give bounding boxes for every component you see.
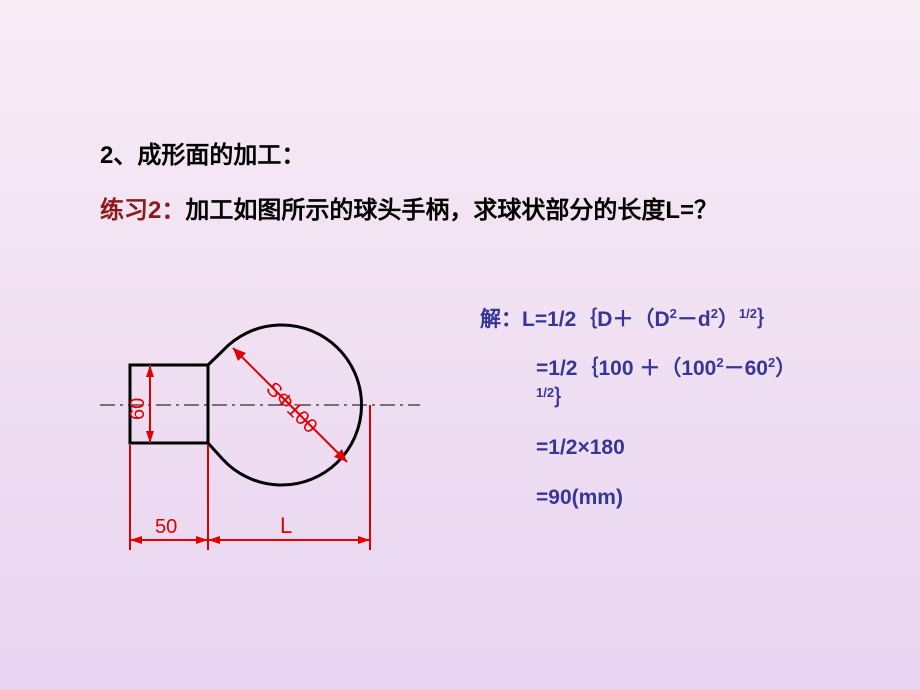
dim-length-text: L bbox=[280, 513, 292, 538]
dim-height-text: 60 bbox=[127, 398, 149, 420]
solution-line-1: 解：L=1/2｛D＋（D2－d2）1/2｝ bbox=[480, 305, 820, 334]
dim-width-text: 50 bbox=[155, 516, 177, 538]
solution-line-3: =1/2×180 bbox=[480, 433, 820, 462]
exercise-label: 练习2： bbox=[100, 197, 185, 224]
junction-bottom bbox=[208, 443, 223, 459]
main-area: 60 SΦ100 bbox=[100, 285, 820, 575]
exercise-text: 加工如图所示的球头手柄，求球状部分的长度L=？ bbox=[185, 197, 718, 224]
solution-line-4: =90(mm) bbox=[480, 483, 820, 512]
solution-block: 解：L=1/2｛D＋（D2－d2）1/2｝ =1/2｛100 ＋（1002－60… bbox=[440, 285, 820, 575]
solution-line-2: =1/2｛100 ＋（1002－602）1/2｝ bbox=[480, 354, 820, 413]
slide-content: 2、成形面的加工： 练习2：加工如图所示的球头手柄，求球状部分的长度L=？ bbox=[0, 0, 920, 575]
technical-drawing: 60 SΦ100 bbox=[100, 285, 440, 575]
section-heading: 2、成形面的加工： bbox=[100, 135, 820, 170]
dim-sphere-text: SΦ100 bbox=[261, 378, 321, 438]
diagram-container: 60 SΦ100 bbox=[100, 285, 440, 575]
dim-length-group: L bbox=[208, 513, 370, 544]
junction-top bbox=[208, 351, 223, 365]
exercise-line: 练习2：加工如图所示的球头手柄，求球状部分的长度L=？ bbox=[100, 190, 820, 225]
dim-width-group: 50 bbox=[130, 516, 208, 544]
